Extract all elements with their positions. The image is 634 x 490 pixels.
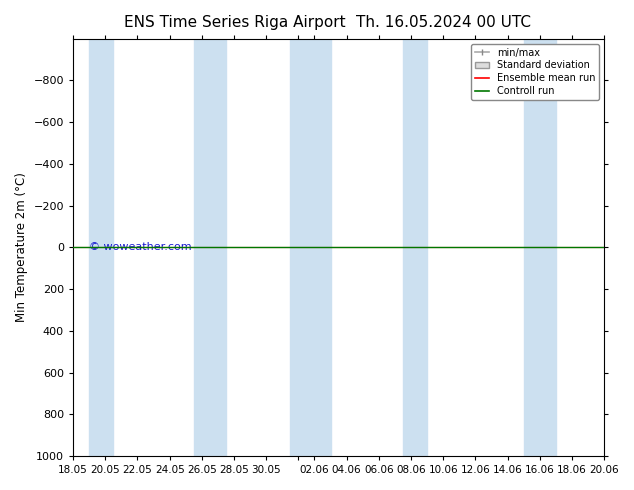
Bar [89, 39, 113, 456]
Bar [524, 39, 556, 456]
Bar [290, 39, 330, 456]
Text: ENS Time Series Riga Airport: ENS Time Series Riga Airport [124, 15, 346, 30]
Y-axis label: Min Temperature 2m (°C): Min Temperature 2m (°C) [15, 172, 28, 322]
Text: © woweather.com: © woweather.com [89, 243, 191, 252]
Legend: min/max, Standard deviation, Ensemble mean run, Controll run: min/max, Standard deviation, Ensemble me… [470, 44, 599, 100]
Bar [403, 39, 427, 456]
Bar [194, 39, 226, 456]
Text: Th. 16.05.2024 00 UTC: Th. 16.05.2024 00 UTC [356, 15, 531, 30]
